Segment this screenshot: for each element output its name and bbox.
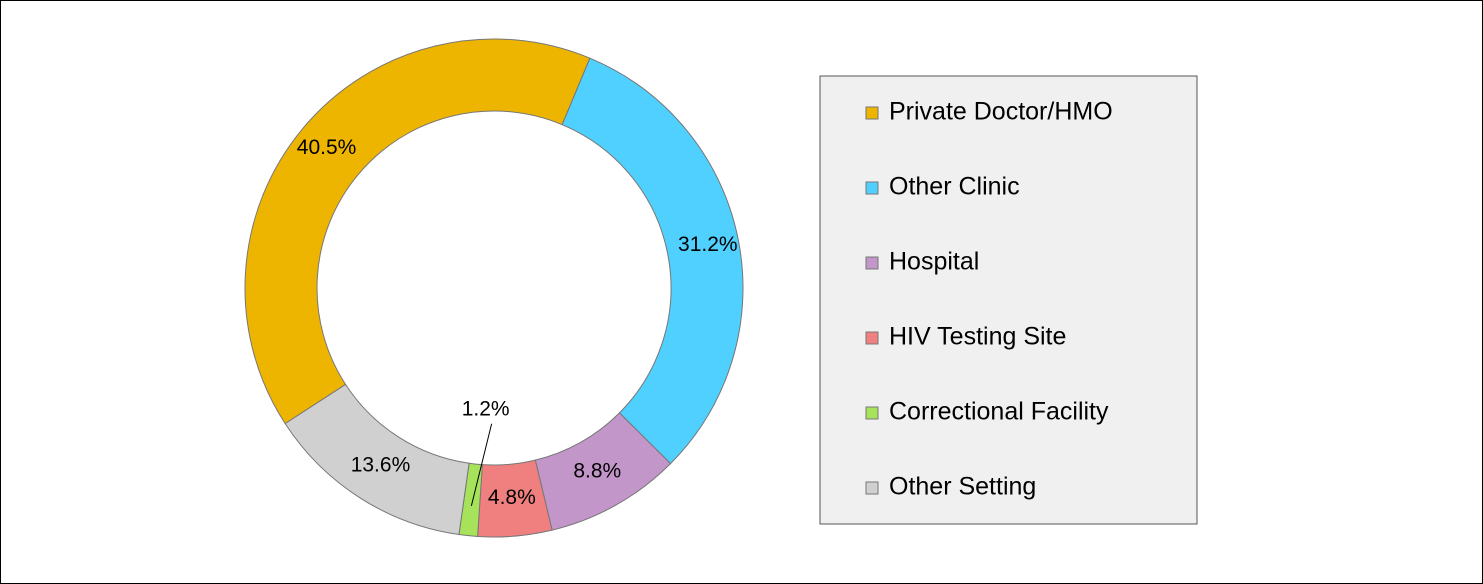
legend-label: HIV Testing Site (889, 323, 1066, 351)
data-label: 8.8% (573, 460, 621, 483)
legend-label: Other Clinic (889, 173, 1020, 201)
legend-box (819, 75, 1198, 525)
legend-marker (865, 481, 879, 495)
donut-segment (284, 383, 470, 536)
legend-label: Other Setting (889, 473, 1036, 501)
legend-label: Hospital (889, 248, 979, 276)
legend-marker (865, 106, 879, 120)
legend-marker (865, 256, 879, 270)
legend-label: Private Doctor/HMO (889, 98, 1113, 126)
legend-marker (865, 331, 879, 345)
legend-marker (865, 181, 879, 195)
legend-marker (865, 406, 879, 420)
donut-segment (244, 38, 591, 425)
data-label: 1.2% (462, 397, 510, 420)
data-label: 40.5% (297, 136, 357, 159)
leader-line (470, 423, 493, 506)
data-label: 31.2% (678, 233, 738, 256)
data-label: 4.8% (488, 486, 536, 509)
donut-segment (561, 57, 744, 465)
legend-label: Correctional Facility (889, 398, 1109, 426)
data-label: 13.6% (351, 453, 411, 476)
